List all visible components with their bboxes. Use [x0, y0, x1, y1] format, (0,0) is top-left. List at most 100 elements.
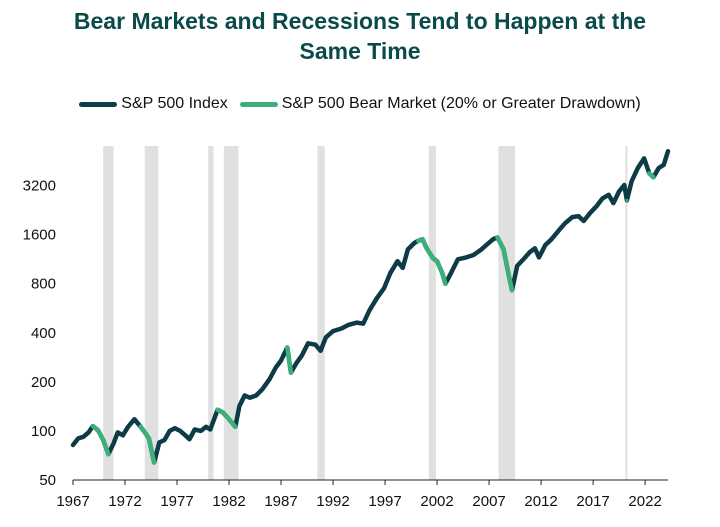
data-point-27 — [208, 427, 212, 432]
recession-band-2 — [208, 146, 214, 480]
data-point-85 — [549, 237, 554, 241]
data-point-3 — [87, 430, 91, 434]
data-point-16 — [152, 460, 156, 465]
data-point-64 — [431, 256, 435, 260]
data-point-12 — [132, 417, 136, 421]
data-point-5 — [96, 428, 100, 432]
data-point-78 — [510, 288, 514, 292]
series-lines — [70, 148, 671, 465]
data-point-58 — [401, 266, 405, 270]
data-point-81 — [528, 250, 532, 254]
data-point-96 — [617, 189, 621, 193]
data-point-101 — [642, 156, 646, 160]
data-point-84 — [543, 243, 547, 247]
legend-item-index: S&P 500 Index — [79, 95, 228, 113]
data-point-20 — [173, 426, 177, 430]
data-point-36 — [260, 387, 264, 391]
data-point-13 — [139, 425, 143, 429]
data-point-105 — [662, 163, 666, 167]
data-point-63 — [425, 246, 429, 250]
data-point-35 — [254, 393, 258, 398]
legend: S&P 500 Index S&P 500 Bear Market (20% o… — [0, 92, 720, 116]
data-point-6 — [101, 438, 105, 442]
legend-swatch-index — [79, 101, 118, 107]
data-point-41 — [289, 371, 293, 375]
data-point-50 — [347, 323, 351, 327]
bear-market-line-5 — [495, 235, 515, 293]
data-point-45 — [313, 343, 317, 347]
data-point-4 — [91, 424, 95, 428]
data-point-42 — [295, 361, 299, 365]
data-point-80 — [522, 256, 527, 260]
x-tick-label-10: 2017 — [576, 493, 609, 510]
data-point-56 — [388, 271, 392, 275]
bear-market-line-0 — [90, 423, 111, 457]
data-point-0 — [71, 443, 75, 447]
bear-market-line-3 — [285, 345, 294, 375]
data-point-97 — [622, 183, 626, 187]
x-tick-label-0: 1967 — [56, 493, 89, 510]
x-tick-label-2: 1977 — [160, 493, 193, 510]
data-point-1 — [76, 436, 80, 440]
chart-title: Bear Markets and Recessions Tend to Happ… — [73, 8, 647, 64]
data-point-49 — [339, 326, 343, 331]
data-point-102 — [647, 171, 651, 175]
data-point-73 — [486, 242, 490, 246]
data-point-104 — [657, 166, 661, 170]
x-tick-label-8: 2007 — [472, 493, 505, 510]
data-point-93 — [600, 196, 605, 200]
recession-band-0 — [103, 146, 114, 480]
recession-band-5 — [428, 146, 437, 480]
data-point-46 — [319, 349, 323, 353]
recession-band-4 — [317, 146, 325, 480]
x-tick-label-1: 1972 — [108, 493, 141, 510]
data-point-44 — [306, 341, 310, 345]
data-point-83 — [537, 255, 541, 259]
data-point-94 — [607, 193, 611, 197]
data-point-70 — [464, 255, 468, 259]
data-point-92 — [594, 205, 598, 209]
data-point-18 — [162, 438, 167, 442]
data-point-29 — [221, 410, 225, 414]
data-point-66 — [440, 271, 444, 275]
data-point-75 — [495, 235, 499, 239]
data-point-69 — [456, 257, 460, 261]
recession-band-3 — [223, 146, 239, 480]
data-point-19 — [168, 429, 172, 433]
data-point-103 — [651, 175, 656, 179]
recession-band-6 — [498, 146, 516, 480]
data-point-68 — [449, 272, 453, 276]
data-point-53 — [367, 308, 372, 312]
x-tick-label-5: 1992 — [316, 493, 349, 510]
data-point-43 — [300, 354, 304, 358]
data-point-71 — [471, 253, 476, 257]
recession-band-7 — [625, 146, 628, 480]
data-point-95 — [611, 201, 616, 205]
data-point-82 — [533, 246, 537, 250]
data-point-30 — [226, 416, 230, 420]
data-point-25 — [199, 429, 203, 433]
data-point-8 — [112, 441, 116, 445]
y-tick-label-2: 200 — [31, 374, 56, 391]
data-point-31 — [233, 425, 237, 429]
x-tick-label-6: 1997 — [368, 493, 401, 510]
y-tick-label-1: 100 — [31, 423, 56, 440]
y-tick-label-4: 800 — [31, 276, 56, 293]
data-point-51 — [355, 321, 359, 325]
data-point-91 — [588, 211, 592, 215]
data-point-61 — [416, 239, 420, 243]
data-point-59 — [406, 247, 410, 251]
data-point-40 — [285, 345, 289, 350]
data-point-60 — [412, 241, 416, 245]
legend-item-bear: S&P 500 Bear Market (20% or Greater Draw… — [239, 95, 641, 113]
data-point-77 — [507, 273, 511, 277]
x-tick-label-7: 2002 — [420, 493, 453, 510]
x-tick-label-3: 1982 — [212, 493, 245, 510]
data-point-55 — [382, 286, 386, 290]
data-point-52 — [361, 322, 365, 326]
recession-bands — [103, 146, 628, 480]
x-tick-label-9: 2012 — [524, 493, 557, 510]
legend-swatch-bear — [239, 101, 278, 107]
data-point-34 — [248, 396, 252, 400]
data-point-79 — [515, 264, 519, 268]
